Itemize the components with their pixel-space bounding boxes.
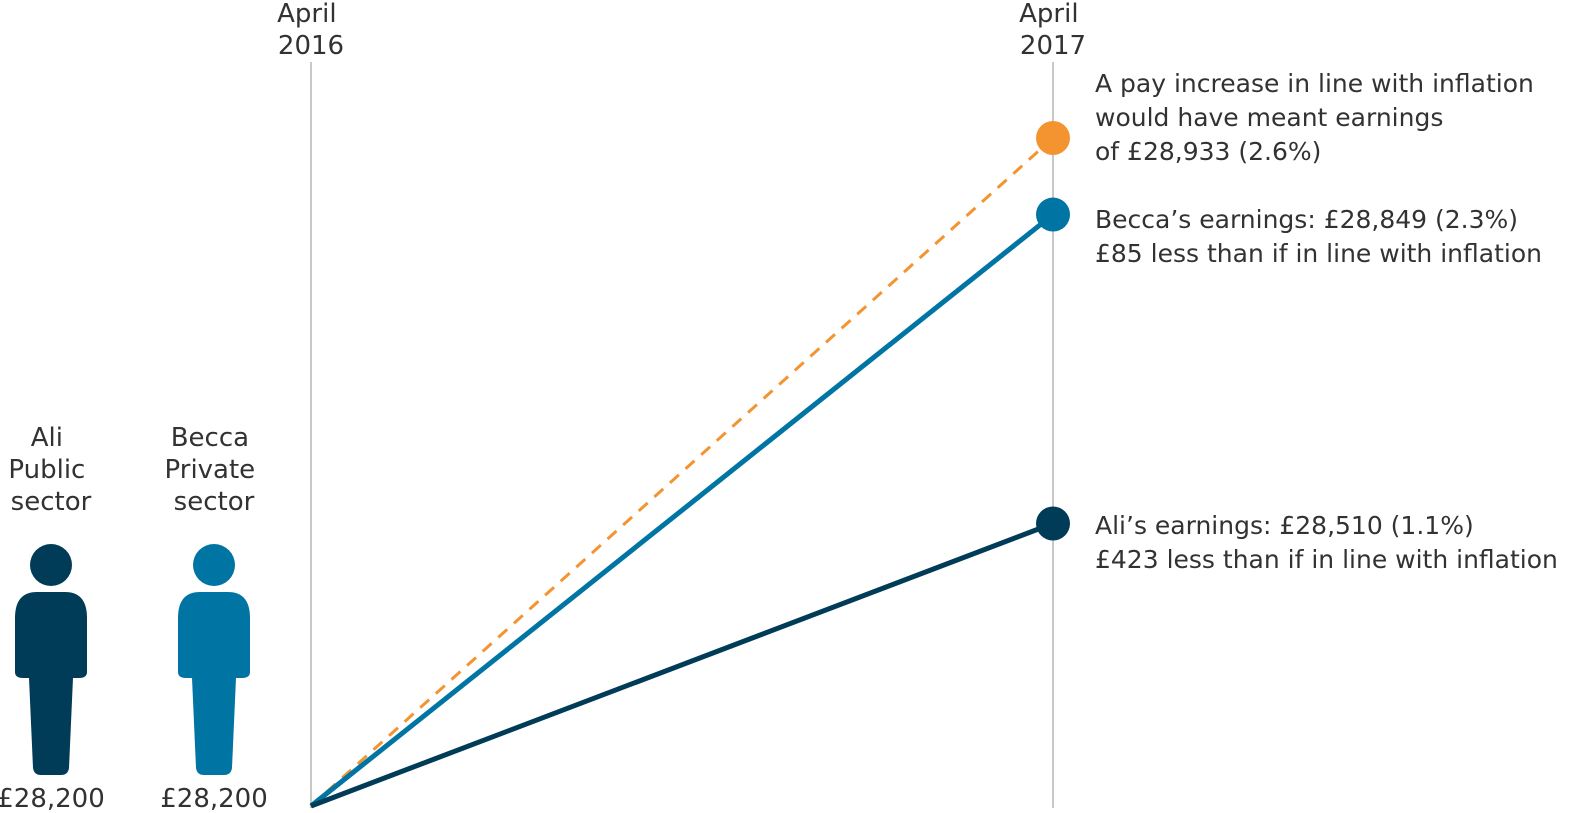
x-tick-label-line2: 2017: [1020, 31, 1086, 61]
person-name: Ali: [31, 423, 63, 453]
person-label-ali: Ali Public sector: [8, 423, 93, 517]
annotation-inflation: A pay increase in line with inflation wo…: [1095, 69, 1542, 166]
person-sector: Private: [165, 455, 256, 485]
person-sector: Public: [8, 455, 85, 485]
person-name: Becca: [171, 423, 249, 453]
person-icon: [15, 544, 87, 775]
series-line-ali: [310, 521, 1054, 809]
series-line-becca: [309, 212, 1055, 808]
person-becca: Becca Private sector £28,200: [160, 423, 268, 813]
data-point-becca: [1036, 197, 1070, 232]
person-earnings-ali: £28,200: [0, 784, 105, 813]
person-label-becca: Becca Private sector: [165, 423, 264, 517]
annotation-line: A pay increase in line with inflation: [1095, 69, 1534, 98]
person-icon: [178, 544, 250, 775]
annotation-line: would have meant earnings: [1095, 103, 1443, 132]
annotation-line: £423 less than if in line with inflation: [1095, 545, 1558, 574]
annotation-line: Becca’s earnings: £28,849 (2.3%): [1095, 205, 1518, 234]
annotation-becca: Becca’s earnings: £28,849 (2.3%) £85 les…: [1095, 205, 1542, 268]
annotation-line: £85 less than if in line with inflation: [1095, 239, 1542, 268]
person-sector: sector: [11, 487, 92, 517]
person-earnings-becca: £28,200: [160, 784, 268, 813]
x-tick-label-april-2016: April 2016: [277, 0, 345, 61]
annotation-line: Ali’s earnings: £28,510 (1.1%): [1095, 511, 1474, 540]
data-point-inflation: [1036, 121, 1070, 155]
annotation-ali: Ali’s earnings: £28,510 (1.1%) £423 less…: [1095, 511, 1558, 574]
x-tick-label-line1: April: [1019, 0, 1078, 29]
person-sector: sector: [174, 487, 255, 517]
annotation-line: of £28,933 (2.6%): [1095, 137, 1321, 166]
x-tick-label-april-2017: April 2017: [1019, 0, 1087, 61]
person-ali: Ali Public sector £28,200: [0, 423, 105, 813]
x-tick-label-line2: 2016: [278, 31, 344, 61]
data-point-ali: [1036, 506, 1070, 541]
x-tick-label-line1: April: [277, 0, 336, 29]
series-line-inflation: [309, 136, 1055, 808]
